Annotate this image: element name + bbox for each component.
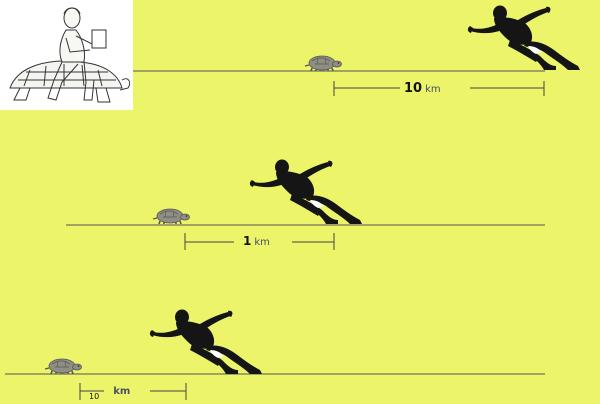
distance-value: 1	[243, 234, 252, 248]
distance-marker	[333, 81, 545, 96]
distance-label-scene-3: 10 km	[89, 385, 131, 401]
distance-label-scene-1: 10 km	[404, 82, 441, 95]
distance-marker	[184, 233, 335, 250]
scene-1	[133, 5, 580, 96]
distance-marker	[79, 383, 187, 400]
achilles-tortoise-inset-illustration	[0, 0, 133, 110]
tortoise-icon	[304, 55, 343, 72]
runner-icon	[467, 5, 580, 70]
tortoise-icon	[152, 208, 191, 225]
runner-icon	[249, 159, 362, 224]
distance-value: 10	[404, 81, 423, 96]
distance-label-scene-2: 1 km	[243, 235, 270, 248]
tortoise-icon	[44, 358, 83, 375]
distance-value: 10	[89, 392, 100, 401]
distance-unit: km	[254, 237, 270, 248]
distance-unit: km	[425, 84, 441, 95]
scene-3	[5, 309, 545, 400]
distance-unit: km	[113, 386, 131, 397]
scene-2	[66, 159, 545, 250]
runner-icon	[149, 309, 262, 374]
